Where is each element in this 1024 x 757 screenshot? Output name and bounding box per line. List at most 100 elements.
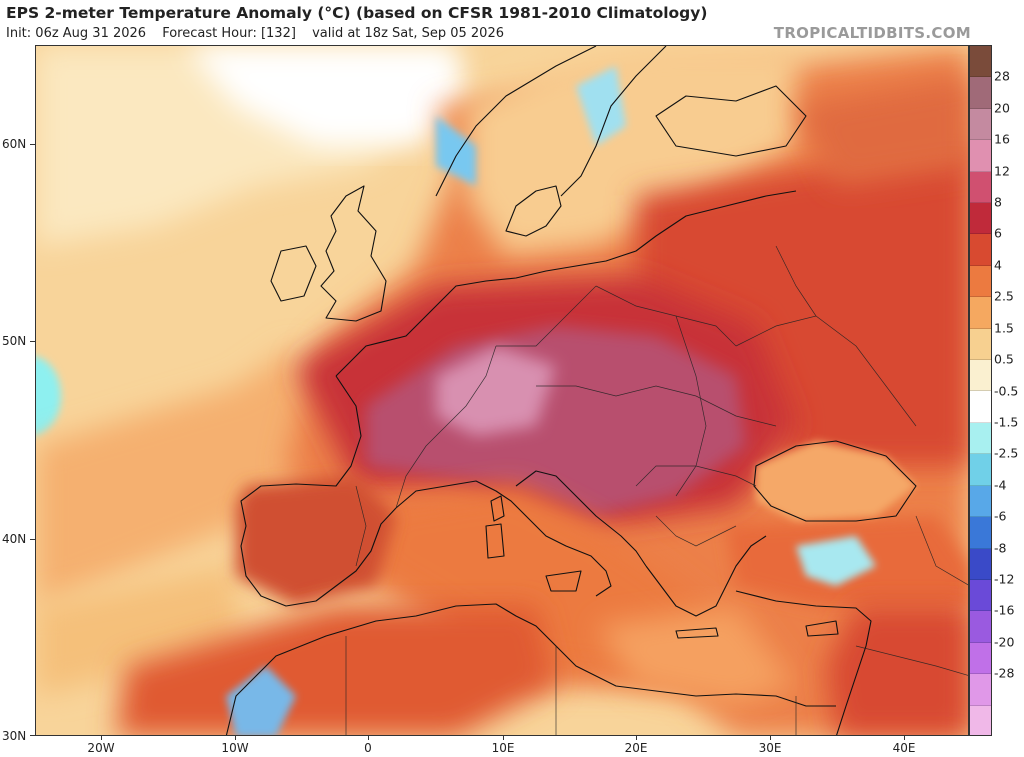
colorbar-label: 12 xyxy=(994,163,1010,179)
colorbar-cell xyxy=(970,579,991,612)
colorbar-cell xyxy=(970,517,991,549)
anatolia-cool-patch xyxy=(796,536,876,586)
colorbar-label: -0.5 xyxy=(994,383,1019,398)
coast-sicily xyxy=(545,570,582,592)
border-spain-portugal xyxy=(355,485,367,567)
coast-black-sea xyxy=(753,440,917,522)
coast-south-norway xyxy=(505,185,562,237)
lat-tick-30n xyxy=(30,735,35,736)
colorbar-label: 8 xyxy=(994,194,1002,210)
forecast-hour: Forecast Hour: [132] xyxy=(162,26,296,41)
colorbar-label: 16 xyxy=(994,131,1010,147)
lon-tick-0 xyxy=(368,736,369,740)
colorbar-cell xyxy=(970,140,991,172)
lon-tick-30e xyxy=(770,736,771,740)
border-germany-east xyxy=(496,285,597,347)
colorbar-label: 2.5 xyxy=(994,288,1014,304)
country-borders xyxy=(345,245,968,735)
border-syria-iraq xyxy=(855,645,968,676)
coast-adriatic xyxy=(515,470,647,567)
colorbar-label: -8 xyxy=(994,540,1007,556)
north-sea-white-zone xyxy=(186,46,466,146)
lat-label-30n: 30N xyxy=(2,729,27,743)
border-ukraine-west xyxy=(675,315,707,497)
colorbar-cell xyxy=(970,485,991,518)
colorbar-label: -2.5 xyxy=(994,445,1019,461)
colorbar-cell xyxy=(970,705,991,735)
coast-finland xyxy=(655,85,807,157)
colorbar-cell xyxy=(970,297,991,329)
sweden-cool-patch xyxy=(576,66,626,146)
coastlines xyxy=(225,46,917,735)
lat-tick-60n xyxy=(30,144,35,145)
colorbar-label: -4 xyxy=(994,477,1007,493)
site-watermark: TROPICALTIDBITS.COM xyxy=(773,24,971,42)
chart-subtitle: Init: 06z Aug 31 2026 Forecast Hour: [13… xyxy=(6,26,516,41)
anomaly-map xyxy=(35,45,969,736)
colorbar-label: 4 xyxy=(994,257,1002,273)
lon-tick-40e xyxy=(904,736,905,740)
lat-label-50n: 50N xyxy=(2,334,27,348)
colorbar-label: -6 xyxy=(994,508,1007,524)
colorbar-label: 0.5 xyxy=(994,351,1014,367)
lon-label-30e: 30E xyxy=(758,741,782,755)
lon-tick-20w xyxy=(101,736,102,740)
colorbar-cell xyxy=(970,611,991,643)
atlantic-cool-patch xyxy=(36,356,61,436)
border-balkans xyxy=(635,465,757,487)
border-caucasus xyxy=(915,515,968,586)
map-canvas xyxy=(36,46,968,735)
lon-label-0: 0 xyxy=(364,741,372,755)
black-sea-field xyxy=(756,441,916,521)
atlas-cool-patch xyxy=(226,666,296,735)
alps-extreme-spot xyxy=(436,346,556,436)
colorbar-label: -12 xyxy=(994,571,1015,587)
eastern-med-mild xyxy=(596,606,796,706)
lon-label-20e: 20E xyxy=(624,741,648,755)
colorbar-label: -28 xyxy=(994,665,1015,681)
lon-label-10e: 10E xyxy=(491,741,515,755)
lat-label-40n: 40N xyxy=(2,532,27,546)
russia-north-warm xyxy=(796,76,968,186)
norway-cool-patch xyxy=(436,116,476,186)
coast-corsica xyxy=(490,495,505,522)
colorbar-label: 20 xyxy=(994,100,1010,116)
colorbar-cell xyxy=(970,674,991,706)
colorbar-label: -20 xyxy=(994,634,1015,650)
valid-time: valid at 18z Sat, Sep 05 2026 xyxy=(312,26,504,41)
colorbar-cell xyxy=(970,77,991,109)
lat-label-60n: 60N xyxy=(2,137,27,151)
coast-greece xyxy=(645,535,767,617)
colorbar-label: -1.5 xyxy=(994,414,1019,430)
init-time: Init: 06z Aug 31 2026 xyxy=(6,26,147,41)
iberia-warm-zone xyxy=(236,476,396,606)
lon-label-20w: 20W xyxy=(87,741,115,755)
lat-tick-40n xyxy=(30,539,35,540)
coast-turkey-levant xyxy=(735,590,872,735)
middle-east-warm-zone xyxy=(826,606,968,735)
colorbar-cell xyxy=(970,454,991,486)
colorbar-cell xyxy=(970,328,991,361)
coast-north-europe xyxy=(335,190,797,377)
chart-title: EPS 2-meter Temperature Anomaly (°C) (ba… xyxy=(6,4,708,22)
colorbar-label: -16 xyxy=(994,602,1015,618)
colorbar-cell xyxy=(970,548,991,580)
colorbar-cell xyxy=(970,642,991,675)
coast-great-britain xyxy=(320,185,387,322)
border-belarus xyxy=(775,245,817,317)
coast-crete xyxy=(675,627,719,639)
north-africa-warm-zone xyxy=(116,606,556,735)
colorbar xyxy=(969,45,992,736)
coast-italy-west xyxy=(395,480,612,597)
border-france-east xyxy=(395,345,497,509)
colorbar-label: 1.5 xyxy=(994,320,1014,336)
colorbar-cell xyxy=(970,422,991,455)
colorbar-cell xyxy=(970,265,991,298)
coast-north-africa xyxy=(225,603,836,735)
atlantic-warm-band xyxy=(36,346,336,606)
lon-label-10w: 10W xyxy=(221,741,249,755)
border-bulgaria xyxy=(655,515,737,547)
coast-sardinia xyxy=(485,523,505,559)
lon-tick-20e xyxy=(636,736,637,740)
eastern-europe-warm-zone xyxy=(636,146,968,466)
